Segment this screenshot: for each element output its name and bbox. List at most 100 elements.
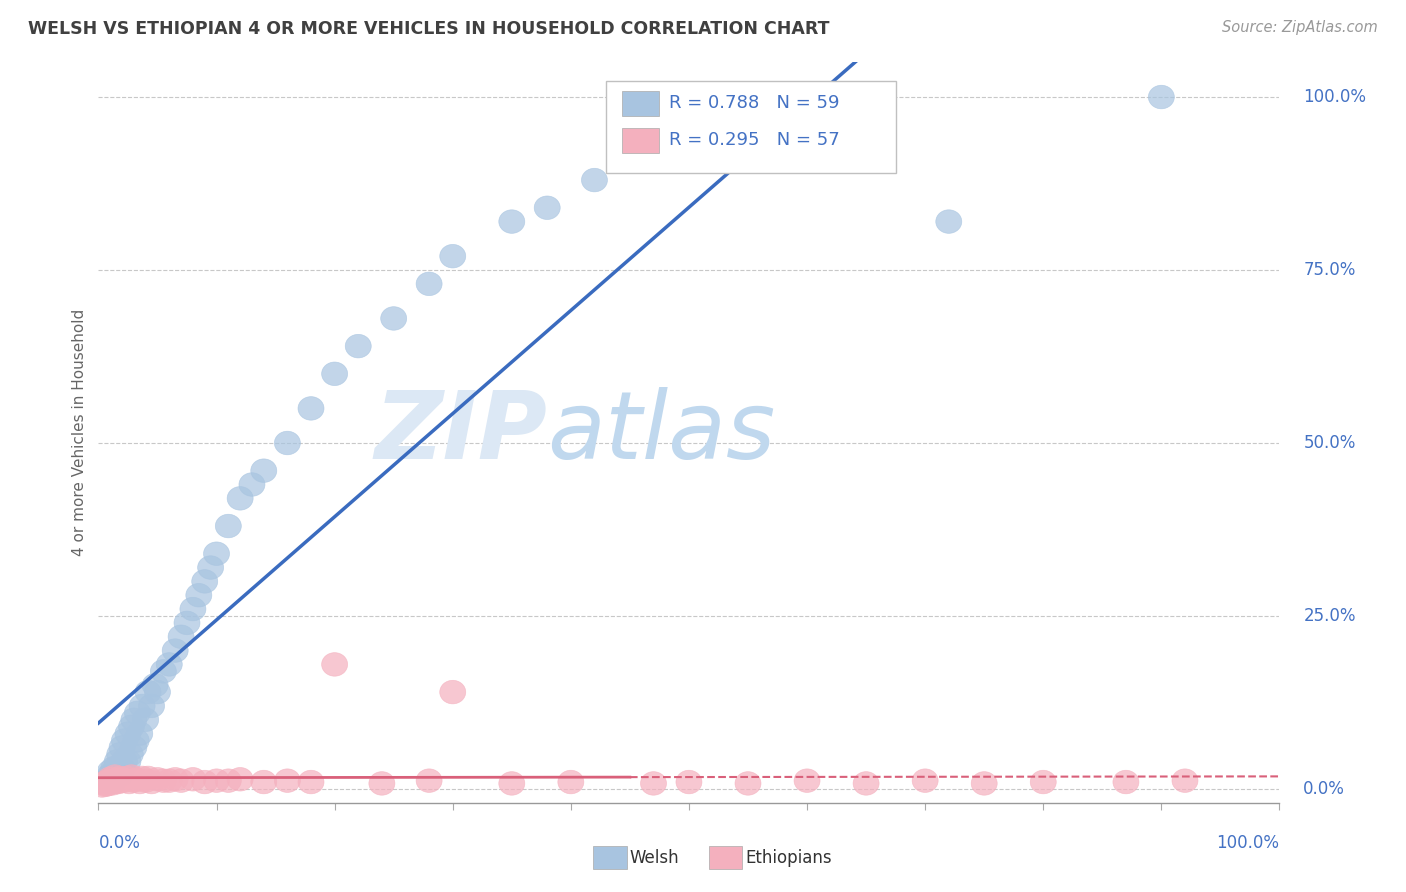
Ellipse shape [381,307,406,330]
Ellipse shape [97,767,124,790]
Ellipse shape [641,772,666,795]
FancyBboxPatch shape [606,81,896,173]
Ellipse shape [346,334,371,358]
Ellipse shape [110,736,135,759]
Ellipse shape [97,767,124,790]
Ellipse shape [174,611,200,635]
Ellipse shape [499,210,524,234]
Ellipse shape [274,769,301,792]
Ellipse shape [204,542,229,566]
Ellipse shape [94,772,121,796]
Ellipse shape [124,729,149,752]
Ellipse shape [115,749,141,773]
Ellipse shape [103,764,128,789]
Ellipse shape [129,766,155,789]
Ellipse shape [129,694,155,718]
Ellipse shape [114,766,139,789]
Ellipse shape [250,458,277,483]
Ellipse shape [117,771,142,794]
Ellipse shape [91,771,117,794]
Ellipse shape [582,169,607,192]
Ellipse shape [1031,771,1056,794]
Ellipse shape [89,773,115,797]
Ellipse shape [368,772,395,795]
Ellipse shape [101,756,127,780]
Ellipse shape [440,244,465,268]
Ellipse shape [416,272,441,295]
Ellipse shape [97,764,124,787]
Ellipse shape [204,769,229,792]
Ellipse shape [111,729,138,752]
Ellipse shape [124,767,149,791]
Ellipse shape [111,769,138,792]
Ellipse shape [127,771,153,794]
Ellipse shape [936,210,962,234]
Text: 25.0%: 25.0% [1303,607,1355,625]
Ellipse shape [735,772,761,795]
Ellipse shape [135,766,162,789]
Ellipse shape [100,771,125,794]
Ellipse shape [156,653,183,676]
Ellipse shape [107,766,132,789]
Ellipse shape [228,487,253,510]
Ellipse shape [103,764,129,787]
Ellipse shape [118,714,145,739]
Text: Welsh: Welsh [630,849,679,867]
Ellipse shape [121,708,146,731]
Ellipse shape [298,771,323,794]
Ellipse shape [298,397,323,420]
Ellipse shape [121,736,146,759]
Ellipse shape [139,771,165,794]
Ellipse shape [110,767,135,791]
Ellipse shape [191,771,218,794]
Ellipse shape [117,743,143,766]
Ellipse shape [440,681,465,704]
Ellipse shape [215,769,242,792]
Ellipse shape [105,771,132,794]
Ellipse shape [156,769,183,792]
Ellipse shape [97,771,124,794]
Ellipse shape [676,771,702,794]
Ellipse shape [104,749,131,773]
Ellipse shape [150,769,176,792]
Ellipse shape [972,772,997,795]
Ellipse shape [534,196,560,219]
Ellipse shape [186,583,212,607]
Y-axis label: 4 or more Vehicles in Household: 4 or more Vehicles in Household [72,309,87,557]
Ellipse shape [91,772,117,795]
Ellipse shape [794,769,820,792]
Ellipse shape [416,769,441,792]
Ellipse shape [96,769,122,792]
Ellipse shape [108,769,134,792]
Ellipse shape [169,769,194,792]
Text: Ethiopians: Ethiopians [745,849,832,867]
Text: atlas: atlas [547,387,776,478]
Text: WELSH VS ETHIOPIAN 4 OR MORE VEHICLES IN HOUSEHOLD CORRELATION CHART: WELSH VS ETHIOPIAN 4 OR MORE VEHICLES IN… [28,20,830,37]
Ellipse shape [322,362,347,385]
Ellipse shape [322,653,347,676]
Ellipse shape [110,756,135,780]
Text: ZIP: ZIP [374,386,547,479]
Ellipse shape [1114,771,1139,794]
Ellipse shape [94,771,121,794]
FancyBboxPatch shape [621,91,659,116]
Ellipse shape [558,771,583,794]
Ellipse shape [145,767,170,791]
Text: R = 0.788   N = 59: R = 0.788 N = 59 [669,95,839,112]
Ellipse shape [853,772,879,795]
Text: R = 0.295   N = 57: R = 0.295 N = 57 [669,131,839,149]
Ellipse shape [115,722,141,746]
Ellipse shape [150,659,176,683]
Ellipse shape [139,694,165,718]
Ellipse shape [145,681,170,704]
Ellipse shape [101,769,127,792]
Ellipse shape [198,556,224,579]
Ellipse shape [107,764,132,787]
Ellipse shape [162,767,188,791]
Ellipse shape [103,756,129,780]
Ellipse shape [121,769,146,792]
Ellipse shape [162,639,188,663]
Ellipse shape [94,771,120,794]
Ellipse shape [239,473,264,496]
Text: 50.0%: 50.0% [1303,434,1355,452]
